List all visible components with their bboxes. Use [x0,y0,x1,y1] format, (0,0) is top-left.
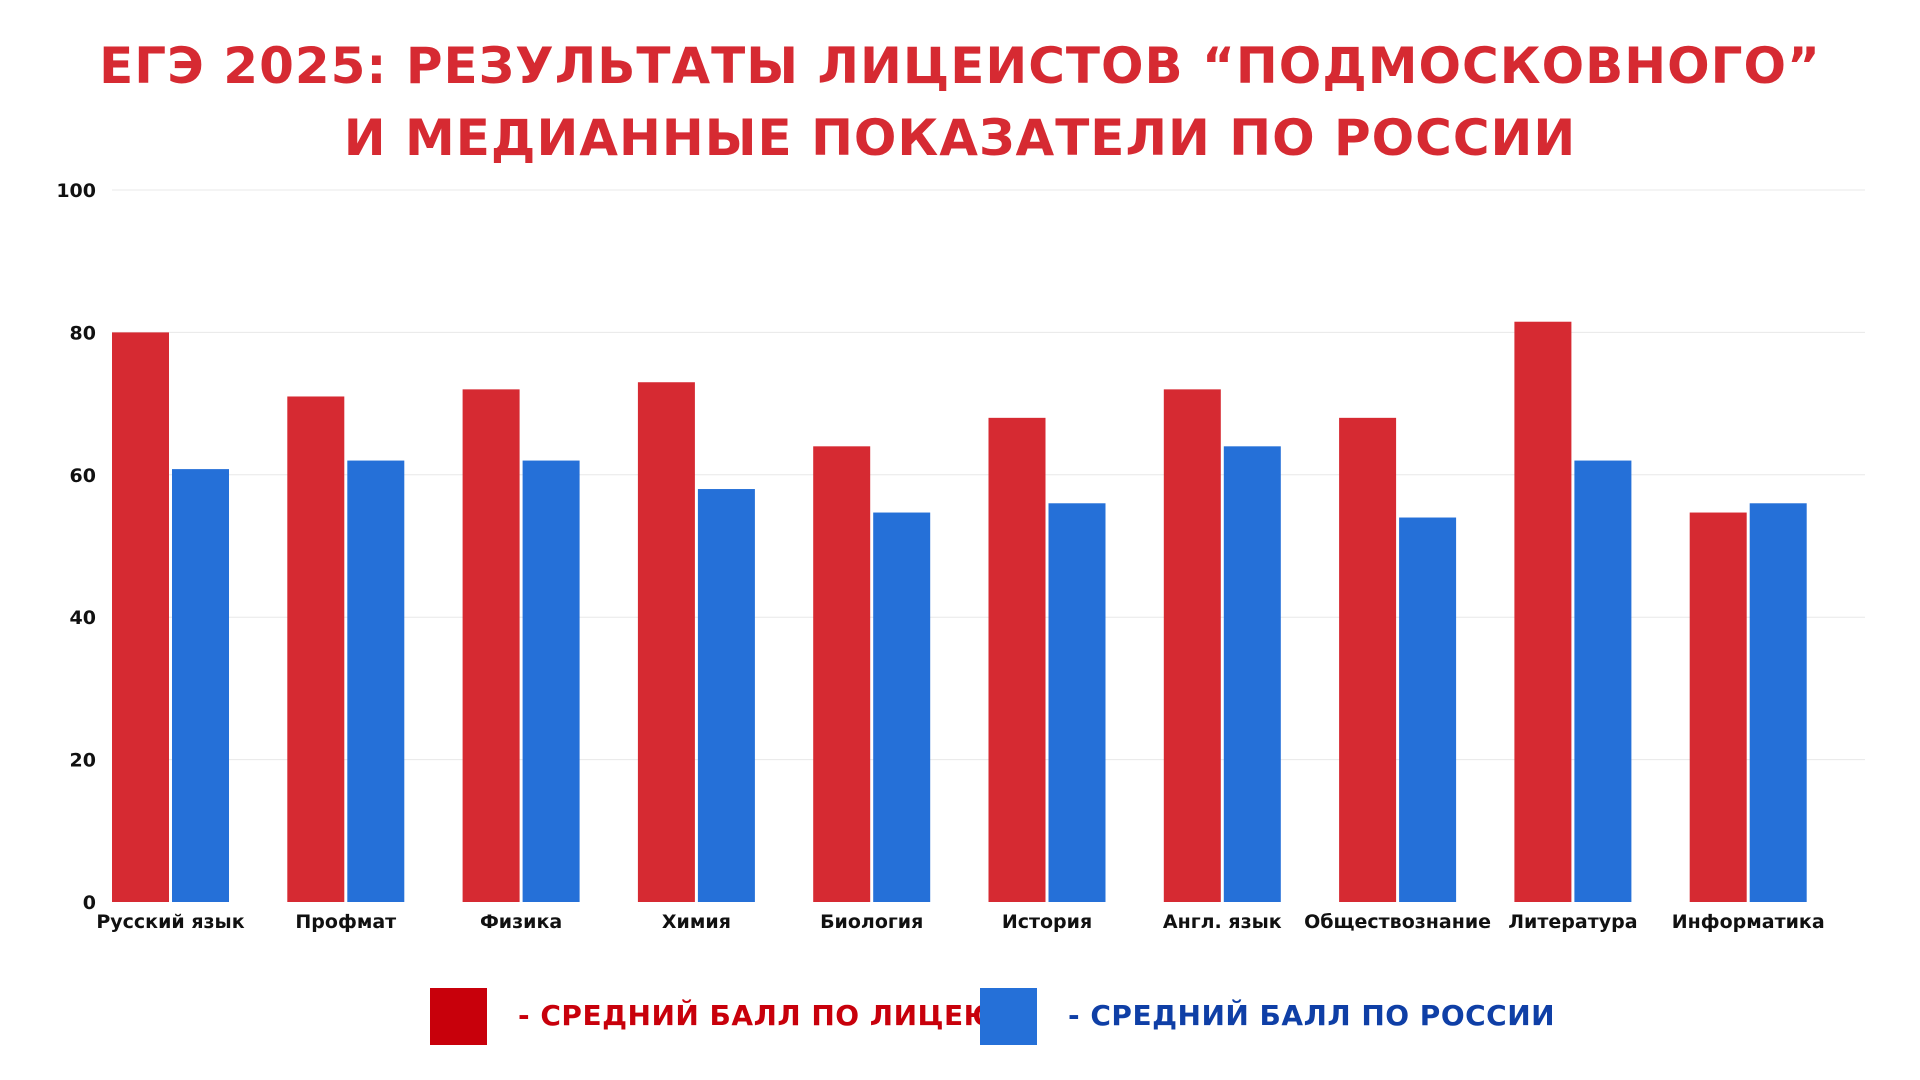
x-tick-label: Профмат [295,911,396,933]
y-tick-label: 80 [70,322,96,344]
legend-swatch-lyceum [430,988,487,1045]
y-tick-label: 100 [56,180,96,202]
y-tick-label: 0 [83,892,96,914]
bars [112,321,1807,903]
x-tick-label: Информатика [1672,911,1825,933]
y-tick-label: 40 [70,607,96,629]
x-tick-label: Биология [820,911,923,933]
bar-lyceum-0 [112,332,169,902]
x-tick-label: Физика [480,911,562,933]
bar-russia-7 [1399,517,1457,902]
x-tick-label: Химия [662,911,731,933]
chart-title: ЕГЭ 2025: РЕЗУЛЬТАТЫ ЛИЦЕИСТОВ “ПОДМОСКО… [0,30,1920,174]
y-tick-label: 20 [70,750,96,772]
bar-russia-3 [697,489,755,902]
chart-title-line-2: И МЕДИАННЫЕ ПОКАЗАТЕЛИ ПО РОССИИ [343,109,1577,167]
legend-swatch-russia [980,988,1037,1045]
bar-russia-2 [522,460,580,902]
y-axis-ticks: 0 20 40 60 80 100 [56,180,96,914]
bar-lyceum-8 [1514,321,1572,903]
bar-russia-0 [172,469,229,902]
legend-label-lyceum: - СРЕДНИЙ БАЛЛ ПО ЛИЦЕЮ [518,999,997,1032]
bar-lyceum-2 [462,389,520,902]
x-axis-labels: Русский язык Профмат Физика Химия Биология Ис… [96,911,1824,933]
x-tick-label: История [1002,911,1092,933]
chart-title-line-1: ЕГЭ 2025: РЕЗУЛЬТАТЫ ЛИЦЕИСТОВ “ПОДМОСКО… [99,37,1821,95]
bar-lyceum-9 [1689,512,1747,902]
x-tick-label: Литература [1508,911,1637,933]
y-tick-label: 60 [70,465,96,487]
bar-russia-4 [873,512,931,902]
bar-russia-1 [347,460,405,902]
bar-lyceum-6 [1163,389,1221,902]
legend-label-russia: - СРЕДНИЙ БАЛЛ ПО РОССИИ [1068,999,1556,1032]
bar-lyceum-7 [1339,417,1397,902]
bar-lyceum-5 [988,417,1046,902]
bar-russia-8 [1574,460,1632,902]
bar-lyceum-3 [637,382,695,902]
bar-russia-6 [1223,446,1281,902]
legend: - СРЕДНИЙ БАЛЛ ПО ЛИЦЕЮ - СРЕДНИЙ БАЛЛ П… [0,988,1920,1048]
x-tick-label: Русский язык [96,911,244,933]
bar-lyceum-1 [287,396,345,902]
x-tick-label: Англ. язык [1163,911,1282,933]
x-tick-label: Обществознание [1304,911,1491,933]
bar-russia-5 [1048,503,1106,902]
bar-russia-9 [1749,503,1807,902]
bar-lyceum-4 [813,446,871,902]
